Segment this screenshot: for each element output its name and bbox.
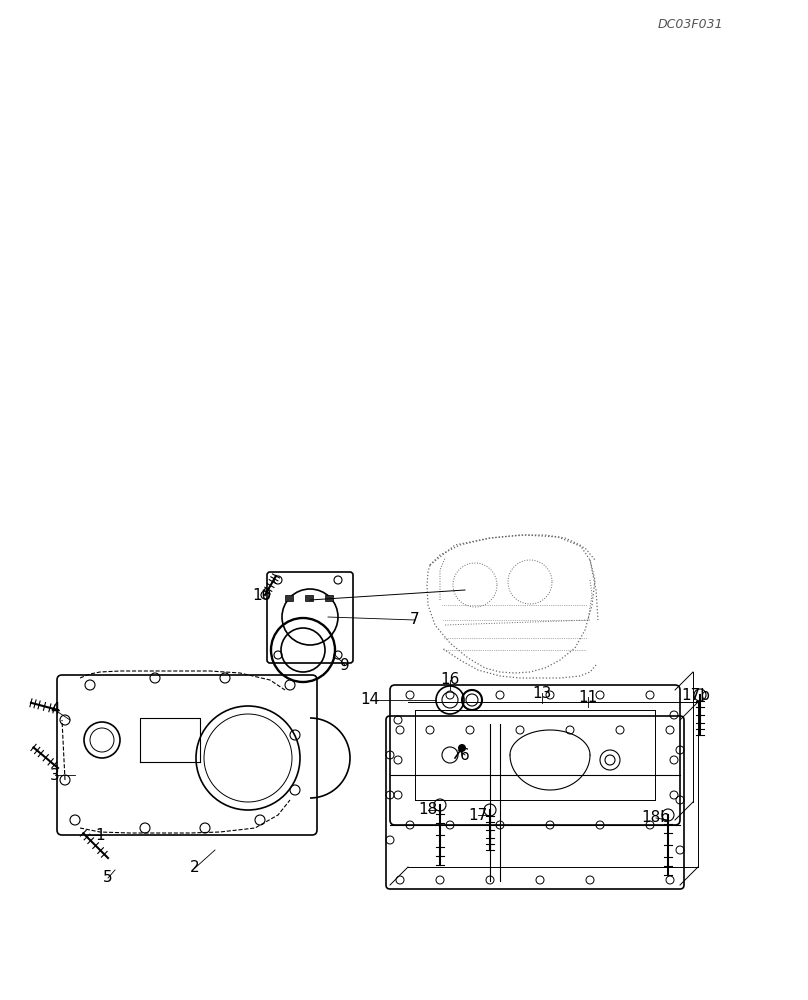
Bar [325,595,333,601]
Text: 14: 14 [360,692,380,708]
Text: 16: 16 [440,672,460,688]
Text: 10: 10 [252,587,271,602]
Bar [305,595,313,601]
Text: 11: 11 [579,690,598,704]
Text: 17: 17 [469,808,487,822]
Text: 18: 18 [419,802,438,818]
Text: 7: 7 [410,612,420,628]
Text: 4: 4 [50,702,60,718]
Text: DC03F031: DC03F031 [657,18,723,31]
Text: 9: 9 [340,658,350,672]
Text: 2: 2 [190,860,200,876]
Text: 5: 5 [103,870,113,886]
Bar [285,595,293,601]
Text: 17b: 17b [681,688,710,702]
Circle shape [458,744,466,752]
Text: 1: 1 [95,828,105,842]
Text: 3: 3 [50,768,60,782]
Text: 6: 6 [460,748,470,762]
Text: 13: 13 [532,686,552,700]
Text: 18b: 18b [642,810,671,826]
